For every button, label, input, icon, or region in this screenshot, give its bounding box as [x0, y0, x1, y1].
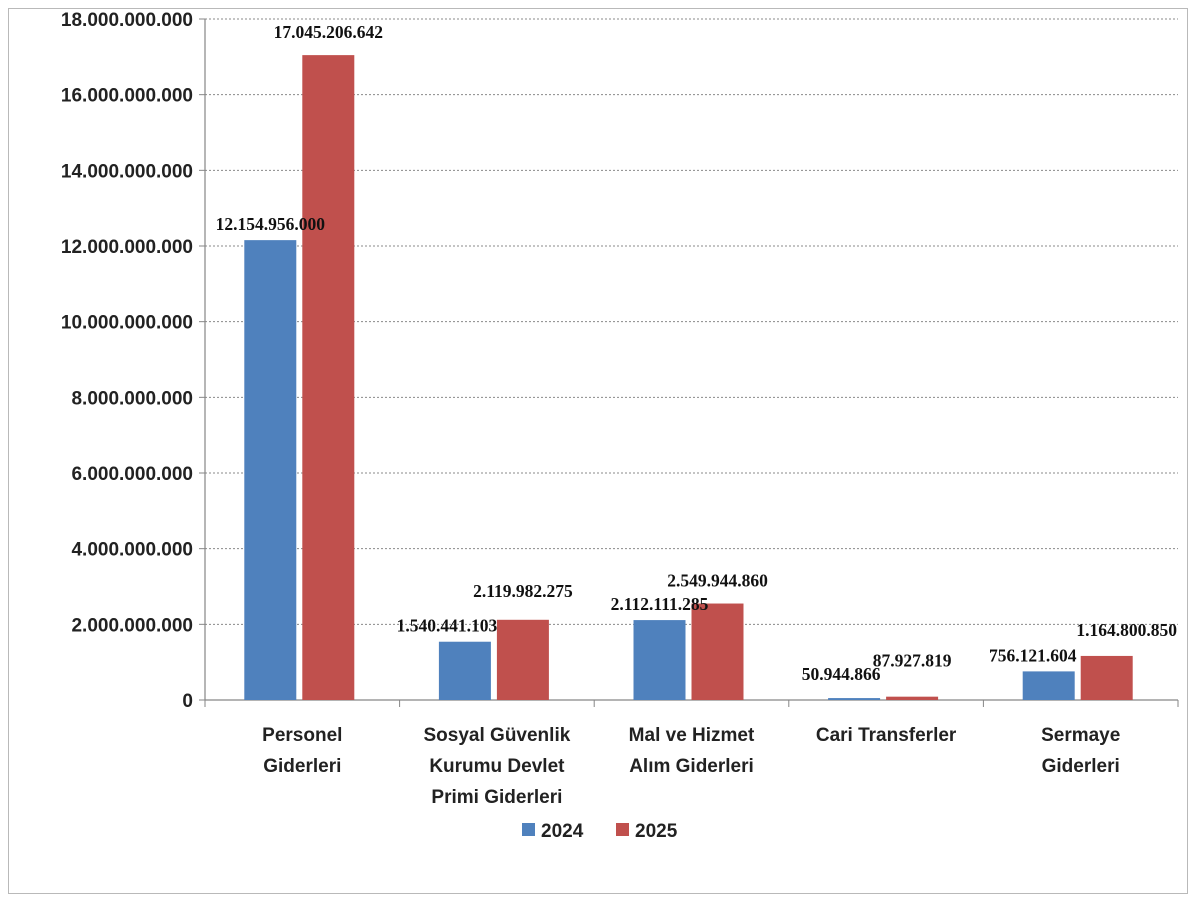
data-label: 1.164.800.850: [1076, 620, 1177, 640]
data-labels: 12.154.956.000 1.540.441.103 2.112.111.285…: [216, 22, 1178, 684]
data-label: 2.112.111.285: [611, 594, 709, 614]
x-category-label: Mal ve Hizmet Alım Giderleri: [629, 725, 755, 777]
data-label: 17.045.206.642: [274, 22, 383, 42]
bar-2024-4: [1022, 671, 1075, 700]
y-tick-label: 2.000.000.000: [71, 615, 193, 636]
bar-2024-2: [633, 620, 686, 700]
y-tick-label: 14.000.000.000: [61, 161, 193, 182]
data-label: 12.154.956.000: [216, 214, 326, 234]
bar-2025-0: [302, 55, 355, 700]
x-category-label: Cari Transferler: [816, 725, 957, 746]
x-category-line: Mal ve Hizmet: [629, 725, 755, 746]
legend-swatch-2025: [616, 823, 629, 836]
x-category-line: Giderleri: [1042, 756, 1120, 777]
x-category-line: Alım Giderleri: [629, 756, 754, 777]
x-category-label: Sermaye Giderleri: [1041, 725, 1120, 777]
data-label: 756.121.604: [989, 645, 1077, 665]
data-label: 2.549.944.860: [667, 571, 768, 591]
bar-2024-1: [438, 641, 491, 700]
y-tick-label: 4.000.000.000: [71, 540, 193, 561]
x-category-line: Personel: [262, 725, 342, 746]
bar-2025-3: [886, 696, 939, 700]
bars: [244, 55, 1133, 700]
y-tick-label: 10.000.000.000: [61, 313, 193, 334]
y-tick-label: 18.000.000.000: [61, 10, 193, 31]
x-category-line: Giderleri: [263, 756, 341, 777]
y-tick-labels: 0 2.000.000.000 4.000.000.000 6.000.000.000…: [61, 10, 193, 712]
y-tick-label: 8.000.000.000: [71, 388, 193, 409]
data-label: 50.944.866: [802, 664, 881, 684]
bar-2025-2: [691, 603, 744, 700]
legend-label: 2024: [541, 821, 584, 842]
x-category-label: Personel Giderleri: [262, 725, 342, 777]
x-category-label: Sosyal Güvenlik Kurumu Devlet Primi Giderl…: [424, 725, 571, 808]
x-category-labels: Personel Giderleri Sosyal Güvenlik Kurumu D…: [262, 725, 1120, 808]
legend: 2024 2025: [522, 821, 678, 842]
data-label: 2.119.982.275: [473, 581, 573, 601]
x-category-line: Kurumu Devlet: [429, 756, 565, 777]
bar-2024-3: [828, 698, 881, 700]
y-tick-label: 16.000.000.000: [61, 86, 193, 107]
bar-2024-0: [244, 240, 297, 700]
data-label: 1.540.441.103: [397, 616, 498, 636]
legend-swatch-2024: [522, 823, 535, 836]
x-category-line: Sosyal Güvenlik: [424, 725, 571, 746]
y-tick-label: 12.000.000.000: [61, 237, 193, 258]
x-category-line: Primi Giderleri: [431, 787, 562, 808]
data-label: 87.927.819: [873, 651, 952, 671]
x-category-line: Sermaye: [1041, 725, 1120, 746]
x-category-line: Cari Transferler: [816, 725, 957, 746]
y-tick-label: 6.000.000.000: [71, 464, 193, 485]
legend-label: 2025: [635, 821, 678, 842]
y-tick-label: 0: [182, 691, 193, 712]
bar-2025-4: [1080, 655, 1133, 700]
bar-2025-1: [496, 619, 549, 700]
